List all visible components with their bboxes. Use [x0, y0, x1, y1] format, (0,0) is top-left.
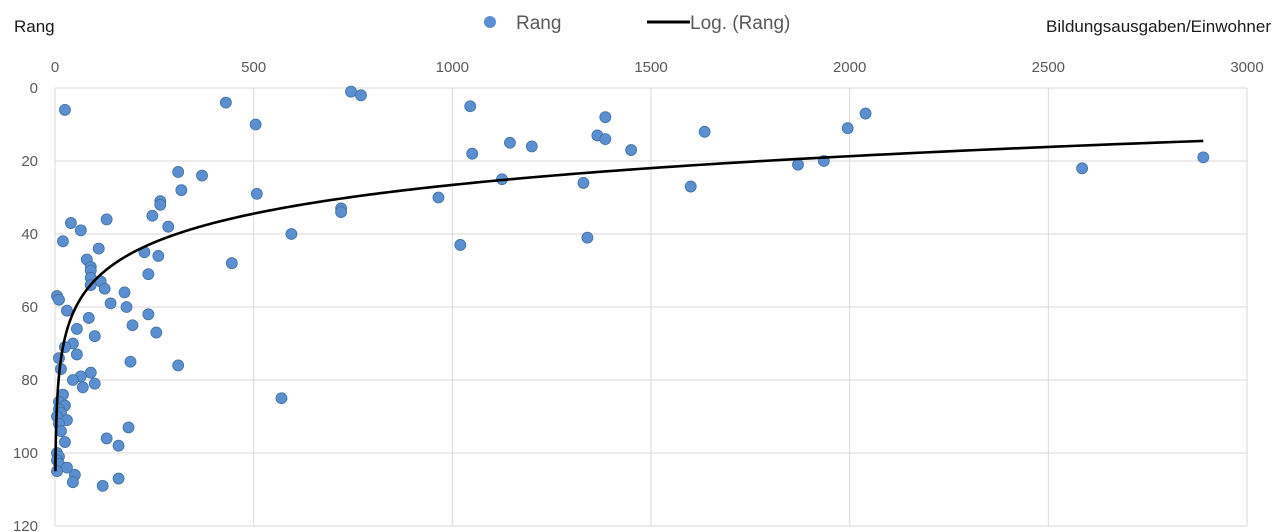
y-tick-label: 20 [21, 153, 38, 170]
data-point [126, 319, 139, 332]
x-axis-title: Bildungsausgaben/Einwohner [1046, 17, 1271, 36]
data-point [66, 476, 79, 489]
data-point [599, 133, 612, 146]
data-point [599, 111, 612, 124]
data-point [172, 166, 185, 178]
gridlines [54, 87, 1248, 527]
data-point [64, 217, 77, 229]
data-point [466, 147, 479, 160]
y-tick-label: 60 [21, 299, 38, 316]
data-point [581, 231, 594, 244]
data-point [70, 322, 83, 335]
y-tick-label: 120 [13, 518, 38, 532]
data-point [154, 198, 167, 211]
data-point [74, 224, 87, 237]
x-tick-label: 0 [51, 59, 59, 76]
data-point [345, 85, 357, 98]
data-point [525, 140, 538, 153]
y-tick-label: 40 [21, 226, 38, 243]
data-point [124, 355, 137, 368]
x-tick-label: 3000 [1230, 59, 1263, 76]
data-point [464, 100, 477, 113]
x-tick-label: 2500 [1032, 59, 1065, 76]
data-point [219, 96, 232, 109]
data-point [196, 169, 208, 182]
x-tick-label: 1000 [436, 59, 469, 76]
data-point [285, 228, 298, 240]
data-point [98, 282, 111, 295]
data-point [684, 180, 697, 193]
data-point [118, 286, 131, 299]
data-point [100, 213, 113, 226]
data-point [150, 326, 163, 339]
y-tick-label: 100 [13, 445, 38, 462]
data-point [355, 89, 367, 102]
data-point [142, 268, 155, 281]
data-point [84, 366, 97, 379]
data-point [1076, 162, 1089, 175]
legend-label-trend: Log. (Rang) [690, 13, 790, 34]
data-point [577, 176, 590, 189]
y-tick-labels: 0 20 40 60 80 100 120 [13, 80, 38, 532]
legend: Rang Log. (Rang) [484, 13, 790, 34]
data-points [51, 85, 1210, 492]
data-point [841, 122, 854, 135]
data-point [76, 381, 89, 394]
data-point [162, 220, 175, 233]
data-point [625, 144, 638, 156]
data-point [112, 472, 125, 485]
data-point [92, 242, 105, 255]
data-point [104, 297, 117, 310]
legend-marker-rang [484, 16, 496, 28]
x-tick-label: 1500 [634, 59, 667, 76]
data-point [57, 235, 69, 248]
data-point [152, 249, 165, 262]
data-point [792, 158, 804, 171]
data-point [51, 465, 63, 478]
data-point [698, 125, 711, 138]
data-point [122, 421, 135, 434]
data-point [335, 206, 347, 219]
x-tick-label: 2000 [833, 59, 866, 76]
data-point [70, 348, 83, 361]
y-axis-title: Rang [14, 17, 55, 36]
x-tick-label: 500 [241, 59, 266, 76]
data-point [100, 432, 113, 445]
data-point [250, 187, 263, 200]
data-point [82, 312, 95, 324]
y-tick-label: 80 [21, 372, 38, 389]
data-point [504, 136, 516, 149]
data-point [172, 359, 185, 372]
data-point [66, 374, 79, 386]
legend-label-rang: Rang [516, 13, 561, 34]
trendline [54, 139, 1204, 472]
data-point [142, 308, 155, 321]
data-point [96, 479, 109, 492]
data-point [120, 301, 133, 313]
data-point [59, 104, 71, 116]
data-point [61, 304, 73, 317]
data-point [146, 209, 159, 222]
data-point [1197, 151, 1210, 164]
x-tick-labels: 0 500 1000 1500 2000 2500 3000 [51, 59, 1264, 76]
data-point [88, 330, 101, 343]
data-point [432, 191, 445, 204]
data-point [249, 118, 262, 131]
data-point [859, 107, 872, 120]
data-point [275, 392, 288, 405]
data-point [53, 293, 65, 306]
data-point [88, 377, 101, 390]
data-point [454, 239, 467, 251]
data-point [175, 184, 188, 197]
data-point [59, 436, 71, 448]
y-tick-label: 0 [30, 80, 38, 97]
data-point [225, 257, 238, 270]
data-point [112, 439, 125, 452]
